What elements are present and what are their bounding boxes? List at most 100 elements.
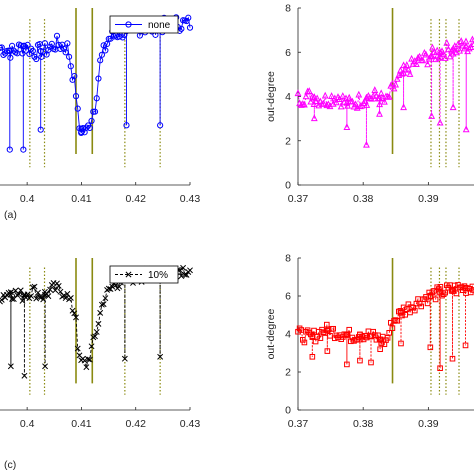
data-point	[60, 45, 68, 52]
data-point	[112, 282, 119, 289]
data-point	[9, 295, 16, 302]
x-tick-label: 0.42	[125, 418, 146, 430]
data-point	[81, 357, 88, 364]
data-point	[91, 108, 99, 115]
data-point	[428, 43, 436, 51]
x-tick-label: 0.37	[288, 193, 309, 205]
legend-label: none	[148, 20, 171, 31]
data-point	[45, 293, 52, 300]
data-point	[348, 97, 356, 105]
data-point	[419, 56, 427, 64]
data-point	[462, 342, 469, 349]
data-point	[6, 146, 13, 153]
data-point	[355, 90, 363, 98]
data-point	[310, 93, 318, 101]
data-point	[408, 54, 416, 62]
panel-label-a: (a)	[4, 209, 17, 221]
legend-box	[109, 265, 179, 284]
data-point	[398, 69, 406, 77]
data-point	[435, 53, 443, 61]
data-point	[400, 304, 407, 311]
data-point	[363, 93, 370, 101]
data-point	[344, 101, 352, 109]
data-point	[400, 103, 408, 111]
data-point	[24, 291, 31, 298]
data-point	[105, 285, 112, 292]
y-tick-label: 8	[285, 3, 291, 15]
data-point	[53, 32, 61, 39]
x-tick-label: 0.39	[418, 418, 439, 430]
data-point	[376, 100, 384, 108]
data-point	[95, 320, 102, 327]
chart-panel-b: 0.37 0.38 0.39 0 2 4 6 8 out-degree	[265, 3, 474, 205]
data-point	[390, 84, 398, 92]
data-point	[428, 112, 436, 119]
data-point	[125, 21, 132, 28]
data-point	[37, 48, 44, 55]
data-point	[52, 287, 59, 294]
data-point	[157, 353, 164, 360]
legend-label: 10%	[148, 270, 168, 281]
data-point	[309, 354, 316, 360]
data-point	[296, 325, 303, 332]
series-line	[0, 16, 191, 150]
x-tick-label: 0.43	[180, 418, 201, 430]
data-point	[7, 54, 14, 61]
data-point	[0, 51, 7, 59]
data-point	[377, 346, 383, 352]
data-point	[7, 289, 14, 296]
data-point	[346, 326, 352, 333]
data-point	[157, 122, 164, 129]
data-point	[22, 47, 30, 54]
data-point	[86, 356, 93, 363]
data-point	[396, 66, 404, 74]
data-point	[470, 40, 474, 48]
data-point	[88, 343, 95, 350]
data-point	[178, 273, 185, 279]
data-point	[102, 47, 109, 54]
data-point	[47, 286, 54, 293]
data-point	[62, 295, 69, 302]
data-point	[187, 267, 193, 274]
data-point	[352, 100, 360, 108]
data-point	[436, 118, 444, 126]
data-point	[368, 359, 374, 366]
data-point	[392, 317, 399, 323]
data-point	[418, 303, 424, 310]
data-point	[181, 271, 188, 278]
data-point	[441, 54, 449, 61]
data-point	[404, 65, 412, 73]
data-point	[310, 114, 318, 122]
y-tick-label: 4	[285, 91, 291, 103]
data-point	[98, 51, 106, 58]
data-point	[437, 365, 443, 371]
data-point	[343, 331, 349, 338]
y-tick-label: 8	[285, 253, 291, 265]
data-point	[102, 295, 109, 302]
data-point	[444, 45, 452, 53]
data-point	[67, 63, 74, 70]
data-point	[330, 325, 336, 332]
data-point	[97, 309, 104, 316]
data-point	[299, 100, 307, 107]
data-point	[21, 372, 28, 379]
data-point	[92, 333, 98, 340]
data-point	[29, 284, 36, 291]
data-point	[294, 89, 302, 97]
data-point	[88, 117, 95, 124]
data-point	[386, 329, 392, 336]
data-point	[440, 50, 448, 57]
y-tick-label: 6	[285, 47, 291, 59]
data-point	[393, 74, 401, 82]
data-point	[443, 38, 451, 46]
x-tick-label: 0.41	[71, 418, 92, 430]
data-point	[6, 47, 13, 55]
y-axis-label: out-degree	[265, 71, 277, 122]
data-point	[300, 100, 308, 108]
data-point	[62, 49, 69, 56]
x-tick-label: 0.39	[418, 193, 439, 205]
data-point	[332, 98, 340, 106]
data-point	[377, 89, 385, 97]
data-point	[378, 340, 384, 346]
data-point	[178, 25, 185, 32]
